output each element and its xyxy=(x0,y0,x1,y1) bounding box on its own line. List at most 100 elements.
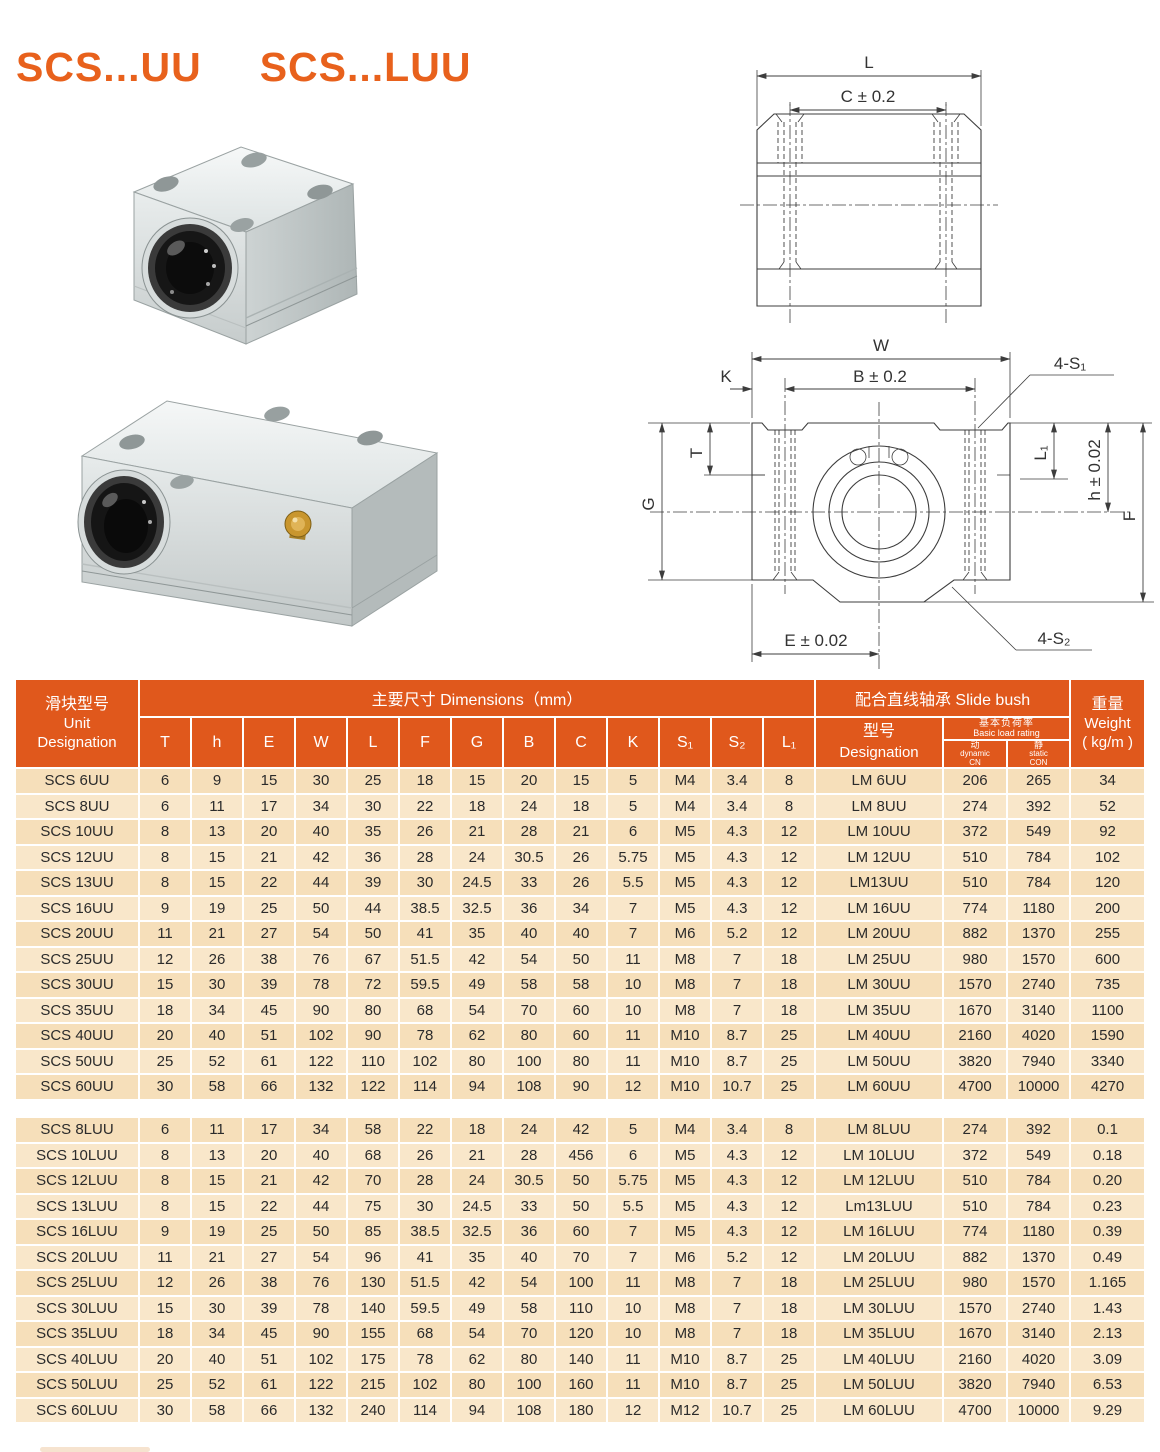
value-cell: 4.3 xyxy=(710,843,764,872)
table-row: SCS 20UU 11 21 27 54 50 41 35 40 40 7 M6 5.2 12 LM 20U… xyxy=(14,920,1146,948)
value-cell: 80 xyxy=(554,1047,608,1076)
model-cell: SCS 60UU xyxy=(14,1073,140,1101)
value-cell: 12 xyxy=(762,1243,816,1271)
value-cell: 22 xyxy=(398,792,452,821)
callout-label-4S1: 4-S₁ xyxy=(1054,354,1086,373)
value-cell: 85 xyxy=(346,1218,400,1246)
value-cell: 8 xyxy=(761,767,817,795)
value-cell: M8 xyxy=(658,945,712,974)
value-cell: 62 xyxy=(450,1022,504,1050)
value-cell: 274 xyxy=(942,792,1009,821)
value-cell: 8 xyxy=(138,818,192,846)
table-body-luu: SCS 8LUU 6 11 17 34 58 22 18 24 42 5 M4 3.4 8 LM 8LUU 2… xyxy=(14,1116,1146,1424)
value-cell: 58 xyxy=(554,971,608,999)
value-cell: M10 xyxy=(658,1022,712,1050)
value-cell: 24.5 xyxy=(450,1192,504,1220)
value-cell: LM 10UU xyxy=(814,818,945,846)
value-cell: 80 xyxy=(502,1022,556,1050)
value-cell: 5 xyxy=(606,1116,660,1144)
value-cell: 33 xyxy=(502,869,556,897)
value-cell: 5.5 xyxy=(606,1192,660,1220)
value-cell: 15 xyxy=(190,843,244,872)
value-cell: 2740 xyxy=(1006,971,1072,999)
value-cell: 15 xyxy=(190,869,244,897)
value-cell: 3140 xyxy=(1006,996,1072,1025)
value-cell: 132 xyxy=(294,1073,348,1101)
value-cell: 10 xyxy=(606,1320,660,1348)
value-cell: 90 xyxy=(554,1073,608,1101)
product-photo-scs-luu xyxy=(77,400,439,627)
table-row: SCS 10LUU 8 13 20 40 68 26 21 28 456 6 M5 4.3 12 LM 10… xyxy=(14,1141,1146,1169)
value-cell: 58 xyxy=(190,1396,244,1424)
value-cell: 25 xyxy=(242,894,296,923)
value-cell: 15 xyxy=(242,767,296,795)
value-cell: 0.18 xyxy=(1069,1141,1146,1169)
value-cell: 45 xyxy=(242,1320,296,1348)
value-cell: 510 xyxy=(942,1192,1008,1220)
value-cell: 114 xyxy=(398,1396,452,1424)
value-cell: 59.5 xyxy=(398,971,452,999)
value-cell: LM 50LUU xyxy=(814,1371,944,1399)
table-row: SCS 60UU 30 58 66 132 122 114 94 108 90 12 M10 10.7 2… xyxy=(14,1073,1146,1101)
value-cell: 10 xyxy=(606,1294,660,1322)
value-cell: 155 xyxy=(346,1320,400,1348)
value-cell: M5 xyxy=(658,843,712,872)
value-cell: 1.43 xyxy=(1069,1294,1146,1322)
value-cell: 12 xyxy=(762,1218,816,1246)
value-cell: 22 xyxy=(398,1116,452,1144)
value-cell: 18 xyxy=(761,945,817,974)
model-cell: SCS 12LUU xyxy=(14,1167,140,1195)
value-cell: 7940 xyxy=(1006,1371,1071,1399)
table-body-uu: SCS 6UU 6 9 15 30 25 18 15 20 15 5 M4 3.4 8 LM 6UU 206 2… xyxy=(14,767,1146,1101)
value-cell: 15 xyxy=(190,1167,244,1195)
bore-circles xyxy=(650,402,1130,670)
value-cell: 18 xyxy=(450,1116,504,1144)
value-cell: 21 xyxy=(190,920,244,948)
value-cell: 26 xyxy=(554,843,608,872)
mount-hole xyxy=(119,434,145,450)
dim-label-F: F xyxy=(1120,511,1139,521)
value-cell: 11 xyxy=(606,1345,660,1373)
value-cell: 50 xyxy=(554,1167,608,1195)
value-cell: 8.7 xyxy=(710,1022,764,1050)
col-header-C: C xyxy=(554,715,608,770)
value-cell: 7 xyxy=(710,1269,764,1297)
value-cell: LM 60LUU xyxy=(814,1396,944,1424)
value-cell: 5.5 xyxy=(606,869,660,897)
value-cell: 7940 xyxy=(1006,1047,1072,1076)
value-cell: 54 xyxy=(450,996,504,1025)
value-cell: 59.5 xyxy=(398,1294,452,1322)
value-cell: 265 xyxy=(1006,767,1072,795)
value-cell: 5.2 xyxy=(710,920,764,948)
value-cell: 18 xyxy=(761,971,817,999)
value-cell: 32.5 xyxy=(450,894,504,923)
block-outline xyxy=(740,113,998,307)
value-cell: M8 xyxy=(658,1294,712,1322)
value-cell: 274 xyxy=(942,1116,1008,1144)
value-cell: 78 xyxy=(294,971,348,999)
value-cell: 50 xyxy=(346,920,400,948)
value-cell: 24 xyxy=(450,843,504,872)
value-cell: LM 16LUU xyxy=(814,1218,944,1246)
value-cell: 15 xyxy=(190,1192,244,1220)
callout-label-4S2: 4-S₂ xyxy=(1037,629,1070,648)
value-cell: 4700 xyxy=(942,1073,1009,1101)
value-cell: 78 xyxy=(294,1294,348,1322)
value-cell: 5 xyxy=(606,792,660,821)
value-cell: 102 xyxy=(1069,843,1146,872)
value-cell: Lm13LUU xyxy=(814,1192,944,1220)
col-header-S1: S₁ xyxy=(658,715,712,770)
value-cell: 72 xyxy=(346,971,400,999)
value-cell: 36 xyxy=(346,843,400,872)
value-cell: 26 xyxy=(190,1269,244,1297)
value-cell: 60 xyxy=(554,996,608,1025)
value-cell: 30 xyxy=(398,1192,452,1220)
table-row: SCS 20LUU 11 21 27 54 96 41 35 40 70 7 M6 5.2 12 LM 20… xyxy=(14,1243,1146,1271)
value-cell: 6 xyxy=(138,767,192,795)
value-cell: 61 xyxy=(242,1047,296,1076)
value-cell: 4020 xyxy=(1006,1022,1072,1050)
value-cell: LM 40LUU xyxy=(814,1345,944,1373)
value-cell: 67 xyxy=(346,945,400,974)
value-cell: 28 xyxy=(398,843,452,872)
value-cell: 34 xyxy=(554,894,608,923)
